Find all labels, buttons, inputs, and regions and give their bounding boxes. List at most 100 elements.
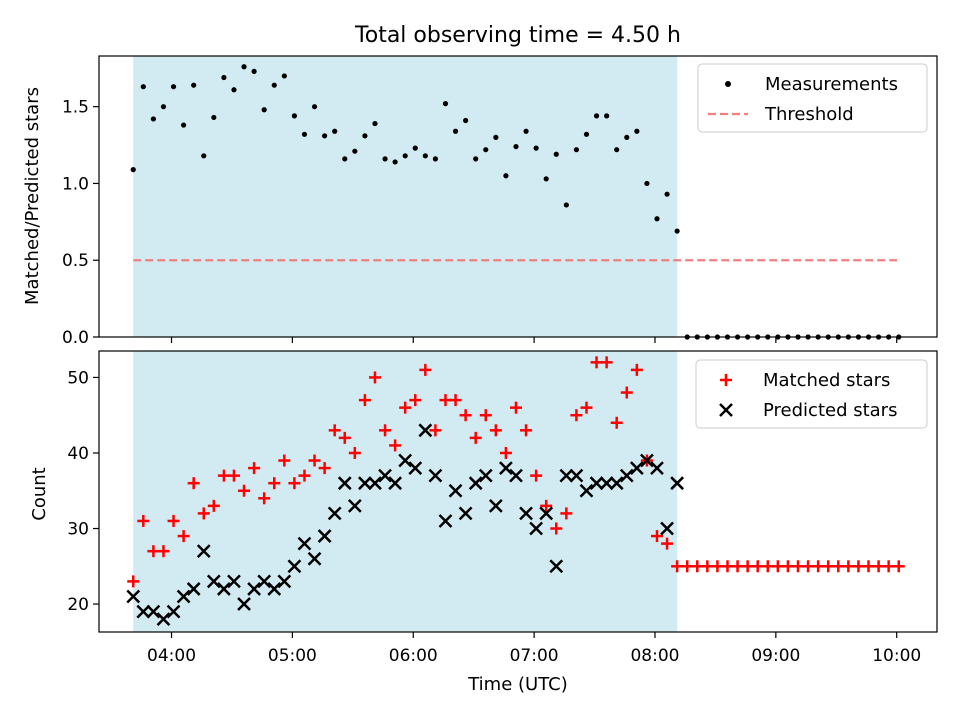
predicted-star-point: [478, 468, 493, 483]
measurement-point: [523, 128, 529, 134]
measurement-point: [624, 134, 630, 140]
measurement-point: [150, 116, 156, 122]
predicted-star-point: [468, 476, 483, 491]
matched-star-point: [288, 477, 301, 490]
predicted-star-point: [337, 476, 352, 491]
matched-star-point: [409, 394, 422, 407]
matched-star-point: [550, 522, 563, 535]
matched-star-point: [721, 560, 734, 573]
measurement-point: [634, 128, 640, 134]
figure-title: Total observing time = 4.50 h: [354, 23, 681, 48]
top-panel: 0.0 0.5 1.0 1.5: [62, 55, 938, 348]
predicted-star-point: [297, 536, 312, 551]
legend-measurements-label: Measurements: [765, 74, 898, 95]
matched-star-point: [741, 560, 754, 573]
predicted-star-point: [388, 476, 403, 491]
measurement-point: [563, 202, 569, 208]
matched-star-point: [248, 462, 261, 475]
predicted-star-point: [267, 582, 282, 596]
predicted-star-point: [257, 574, 272, 589]
matched-star-point: [691, 560, 704, 573]
predicted-star-point: [186, 582, 201, 596]
matched-star-point: [610, 416, 623, 429]
legend-threshold-label: Threshold: [764, 104, 854, 125]
measurement-point: [412, 145, 418, 151]
matched-star-point: [802, 560, 815, 573]
measurement-point: [402, 153, 408, 159]
matched-star-point: [127, 575, 140, 588]
top-ytick-label: 0.0: [62, 328, 89, 348]
bottom-ylabel: Count: [29, 467, 50, 520]
predicted-star-point: [166, 604, 181, 619]
matched-star-point: [620, 386, 633, 399]
predicted-star-point: [206, 574, 221, 589]
predicted-star-point: [670, 476, 685, 491]
matched-star-point: [600, 356, 613, 369]
predicted-star-point: [589, 476, 604, 491]
xtick-label: 09:00: [751, 646, 800, 666]
matched-star-point: [368, 371, 381, 384]
predicted-star-point: [539, 506, 554, 521]
measurement-point: [614, 147, 620, 153]
matched-star-point: [268, 477, 281, 490]
predicted-star-point: [398, 453, 413, 468]
xtick-label: 06:00: [389, 646, 438, 666]
predicted-star-point: [146, 604, 161, 619]
matched-star-point: [449, 394, 462, 407]
matched-star-point: [399, 401, 412, 414]
matched-star-point: [520, 424, 533, 437]
predicted-star-point: [327, 506, 342, 521]
matched-star-point: [459, 409, 472, 422]
matched-star-point: [137, 514, 150, 527]
matched-star-point: [187, 477, 200, 490]
predicted-star-point: [307, 551, 322, 566]
measurement-point: [452, 128, 459, 134]
top-ytick-label: 0.5: [62, 251, 89, 271]
measurement-point: [644, 180, 650, 187]
matched-star-point: [681, 560, 694, 573]
matched-star-point: [318, 462, 331, 475]
predicted-star-point: [499, 461, 513, 475]
measurement-point: [372, 120, 378, 127]
matched-star-point: [751, 560, 764, 573]
measurement-point: [382, 156, 388, 162]
predicted-star-point: [640, 453, 654, 468]
matched-star-point: [882, 560, 895, 573]
matched-star-point: [197, 507, 210, 520]
legend-matched-marker: [720, 374, 732, 386]
matched-star-point: [731, 560, 744, 573]
predicted-star-point: [619, 468, 634, 483]
xtick-label: 08:00: [630, 646, 679, 666]
top-axes-frame: [98, 55, 938, 338]
measurement-point: [422, 153, 428, 159]
measurement-point: [170, 84, 177, 90]
predicted-star-point: [428, 468, 443, 483]
predicted-star-point: [629, 461, 644, 475]
predicted-star-point: [569, 468, 584, 483]
matched-star-point: [147, 545, 160, 558]
matched-star-point: [792, 560, 805, 573]
matched-star-point: [872, 560, 885, 573]
matched-star-point: [217, 469, 230, 482]
xtick-label: 04:00: [147, 646, 196, 666]
matched-star-point: [479, 409, 492, 422]
legend-predicted-marker: [719, 403, 733, 417]
bottom-ytick-label: 30: [67, 520, 89, 540]
matched-star-point: [328, 424, 341, 437]
measurement-point: [473, 156, 479, 162]
matched-star-point: [489, 424, 502, 437]
matched-star-point: [379, 424, 392, 437]
predicted-star-point: [368, 476, 382, 491]
matched-star-point: [439, 394, 452, 407]
top-ylabel: Matched/Predicted stars: [22, 87, 43, 305]
matched-star-point: [852, 560, 865, 573]
matched-star-point: [419, 363, 432, 376]
matched-star-point: [650, 530, 663, 543]
predicted-star-point: [660, 521, 674, 536]
top-legend-frame: [697, 63, 928, 133]
legend-measurements-marker: [725, 81, 731, 87]
bottom-xlabel: Time (UTC): [467, 674, 568, 695]
measurement-point: [573, 147, 580, 153]
predicted-star-point: [358, 476, 372, 491]
